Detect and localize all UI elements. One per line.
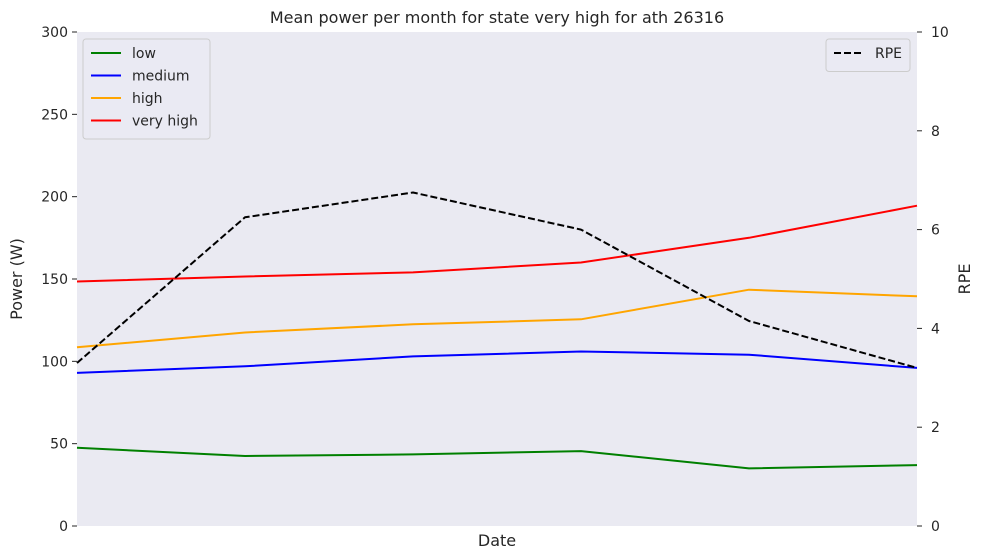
y-tick-label: 100 <box>41 354 68 370</box>
series-line-RPE <box>76 191 918 369</box>
y-tick-label: 0 <box>59 519 68 535</box>
y-tick-label: 300 <box>41 25 68 41</box>
y2-axis-title: RPE <box>955 264 974 295</box>
series-line-low <box>76 446 918 470</box>
legend-label: low <box>132 46 156 62</box>
x-axis-title: Date <box>478 531 516 550</box>
y2-tick-label: 0 <box>931 519 940 535</box>
y-tick-label: 150 <box>41 272 68 288</box>
legend-rpe: RPE <box>825 38 911 72</box>
y-tick-label: 50 <box>50 437 68 453</box>
series-layer <box>76 191 918 470</box>
left-y-axis: 0 50 100 150 200 250 300 <box>41 25 77 535</box>
legend-power: low medium high very high <box>82 38 211 140</box>
plot-background <box>77 32 917 526</box>
legend-frame <box>825 38 911 72</box>
legend-label: medium <box>132 69 190 85</box>
right-y-axis: 0 2 4 6 8 10 <box>917 25 949 535</box>
legend-label: high <box>132 91 163 107</box>
legend-label: very high <box>132 114 198 130</box>
y2-tick-label: 10 <box>931 25 949 41</box>
y2-tick-label: 6 <box>931 223 940 239</box>
series-line-high <box>76 288 918 349</box>
y-tick-label: 250 <box>41 107 68 123</box>
legend-label: RPE <box>875 46 902 62</box>
chart-title: Mean power per month for state very high… <box>270 8 724 27</box>
y2-tick-label: 4 <box>931 321 940 337</box>
y-tick-label: 200 <box>41 190 68 206</box>
y2-tick-label: 2 <box>931 420 940 436</box>
legend-frame <box>82 38 211 140</box>
series-line-very-high <box>76 204 918 283</box>
y-axis-title: Power (W) <box>7 238 26 320</box>
series-line-medium <box>76 350 918 374</box>
y2-tick-label: 8 <box>931 124 940 140</box>
